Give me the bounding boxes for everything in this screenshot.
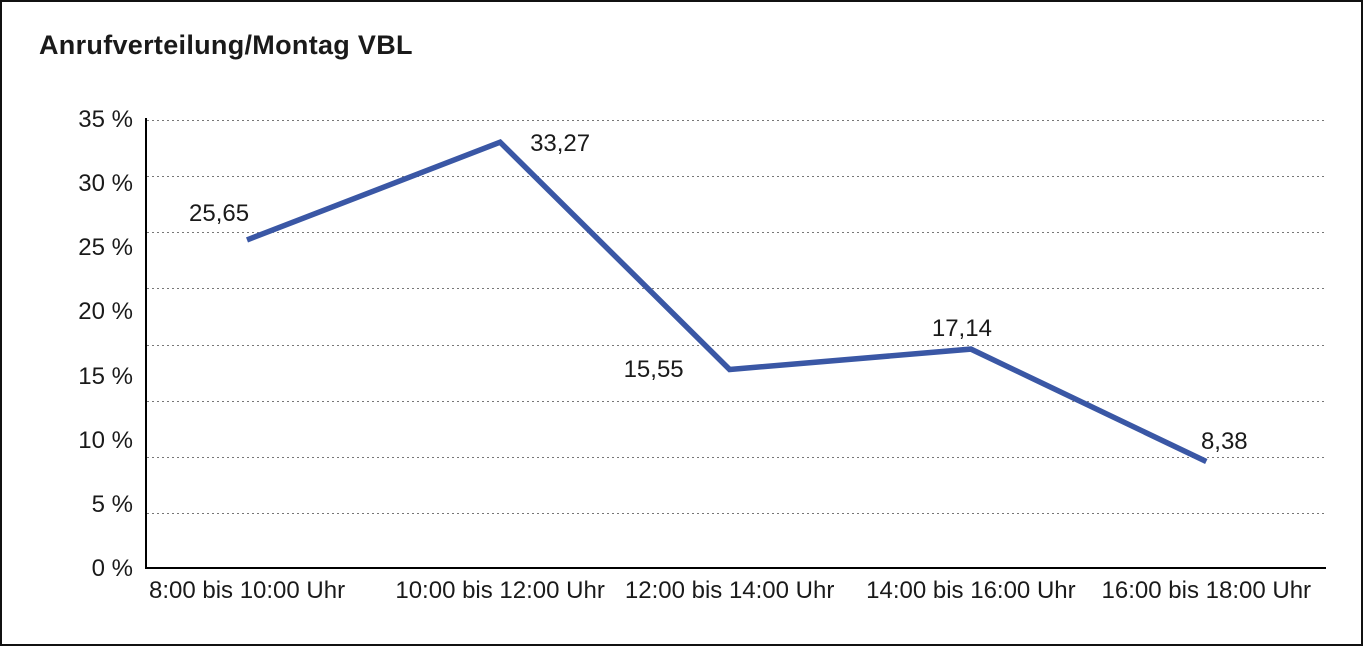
data-point-label: 33,27	[530, 130, 591, 158]
y-tick-label: 5 %	[91, 490, 133, 518]
data-point-label: 8,38	[1200, 428, 1248, 456]
x-tick-label: 14:00 bis 16:00 Uhr	[866, 577, 1076, 604]
chart-title: Anrufverteilung/Montag VBL	[39, 30, 413, 60]
x-axis-line	[145, 567, 1326, 569]
plot-area: 25,65 33,27 15,55 17,14 8,38	[147, 120, 1324, 569]
x-tick-label: 16:00 bis 18:00 Uhr	[1101, 577, 1312, 604]
data-line	[246, 138, 1208, 464]
data-point-label: 25,65	[189, 199, 250, 227]
gridline	[147, 344, 1324, 346]
gridline	[147, 288, 1324, 290]
gridline	[147, 120, 1324, 121]
y-tick-label: 30 %	[78, 170, 133, 198]
gridline	[147, 400, 1324, 402]
y-tick-label: 15 %	[78, 362, 133, 390]
x-tick-label: 12:00 bis 14:00 Uhr	[624, 577, 835, 604]
gridline	[147, 176, 1324, 178]
x-tick-label: 8:00 bis 10:00 Uhr	[148, 577, 346, 604]
gridline	[147, 456, 1324, 458]
y-tick-label: 0 %	[91, 555, 133, 582]
gridline	[147, 232, 1324, 234]
y-tick-label: 20 %	[78, 298, 133, 326]
line-series	[246, 138, 1208, 464]
y-tick-label: 10 %	[78, 426, 133, 454]
y-axis-labels: 35 % 30 % 25 % 20 % 15 % 10 % 5 % 0 %	[2, 106, 133, 582]
gridline	[147, 512, 1324, 514]
x-axis-labels: 8:00 bis 10:00 Uhr 10:00 bis 12:00 Uhr 12:…	[147, 577, 1324, 607]
y-tick-label: 35 %	[78, 106, 133, 133]
x-tick-label: 10:00 bis 12:00 Uhr	[395, 577, 605, 604]
y-axis-line	[145, 118, 147, 569]
data-point-label: 17,14	[931, 315, 992, 343]
y-tick-label: 25 %	[78, 234, 133, 262]
data-point-label: 15,55	[623, 355, 684, 383]
